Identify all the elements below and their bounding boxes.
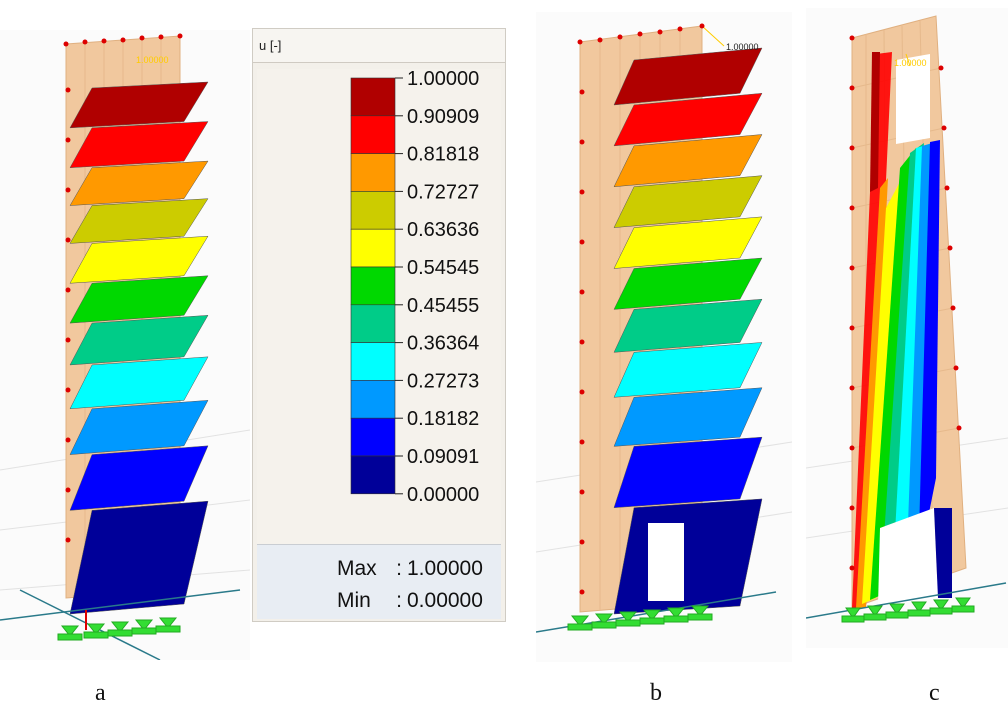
contour-band (613, 134, 763, 188)
contour-band (613, 387, 763, 447)
max-tag-b: 1.00000 (726, 42, 759, 52)
contour-band (69, 500, 209, 615)
contour-band (69, 315, 209, 366)
supports-a (57, 617, 181, 641)
model-view-a: 1.00000 (0, 30, 250, 660)
legend-level-label: 0.81818 (407, 144, 479, 166)
contour-band (613, 298, 763, 353)
max-value: 1.00000 (407, 557, 483, 580)
contour-band (69, 275, 209, 324)
legend-level-label: 0.45455 (407, 295, 479, 317)
min-value: 0.00000 (407, 589, 483, 612)
legend-title: u [-] (253, 29, 505, 63)
legend-band (350, 380, 396, 419)
legend-level-label: 0.54545 (407, 257, 479, 279)
legend-band (350, 304, 396, 343)
min-label: Min (337, 589, 371, 612)
legend-band (350, 417, 396, 457)
legend-level-label: 0.72727 (407, 181, 479, 203)
supports-b (567, 605, 713, 631)
legend-band (350, 266, 396, 306)
contour-band (69, 400, 209, 455)
legend-band (350, 228, 396, 268)
max-tag-c: 1.00000 (894, 58, 927, 68)
bottom-opening-c (878, 508, 938, 606)
contour-band (613, 47, 763, 106)
min-separator: : (396, 589, 402, 612)
legend-band (350, 342, 396, 381)
color-scale: 1.00000 0.90909 0.81818 0.72727 0.63636 0.545… (350, 68, 479, 506)
model-view-b-canvas: 1.00000 (536, 12, 792, 662)
contour-band (613, 175, 763, 228)
legend-level-label: 0.27273 (407, 370, 479, 392)
mesh-nodes-a (63, 33, 183, 543)
max-separator: : (396, 557, 402, 580)
contour-band (613, 257, 763, 310)
contour-band (613, 216, 763, 269)
model-view-c-canvas: 1.00000 (806, 8, 1008, 648)
mesh-nodes-c (849, 35, 962, 571)
contour-band (69, 81, 209, 129)
min-row: Min:0.00000 (337, 589, 483, 613)
legend-level-label: 0.90909 (407, 106, 479, 128)
contour-band (613, 436, 763, 508)
model-view-a-canvas: 1.00000 (0, 30, 250, 660)
door-opening-b (648, 523, 684, 601)
contour-band (69, 121, 209, 168)
stats-box: Max:1.00000 Min:0.00000 (257, 544, 501, 619)
contour-band (613, 93, 763, 147)
legend-body: 1.00000 0.90909 0.81818 0.72727 0.63636 0.545… (257, 68, 501, 549)
mesh-nodes-b (577, 23, 705, 595)
contour-band (69, 356, 209, 410)
legend-band (350, 153, 396, 192)
caption-c: c (929, 680, 940, 706)
model-view-c: 1.00000 (806, 8, 1008, 648)
caption-b: b (650, 680, 662, 706)
legend-level-label: 1.00000 (407, 69, 479, 90)
legend-level-label: 0.36364 (407, 333, 479, 355)
legend-band (350, 115, 396, 154)
legend-level-label: 0.63636 (407, 219, 479, 241)
contour-band (69, 445, 209, 511)
legend-level-label: 0.00000 (407, 484, 479, 506)
contour-band (613, 498, 763, 615)
window-opening-c (896, 54, 930, 144)
contour-band (69, 198, 209, 244)
legend-level-label: 0.18182 (407, 408, 479, 430)
legend-band (350, 77, 396, 117)
caption-a: a (95, 680, 106, 706)
contour-band (69, 235, 209, 284)
legend-band (350, 455, 396, 495)
contour-bands-a (69, 81, 209, 615)
max-tag-a: 1.00000 (136, 55, 169, 65)
contour-bands-b (613, 47, 763, 615)
legend-band (350, 191, 396, 230)
legend-panel: u [-] 1.00000 0.90909 0.81818 0.72727 0.6363… (252, 28, 506, 622)
model-view-b: 1.00000 (536, 12, 792, 662)
max-label: Max (337, 557, 377, 580)
contour-band (69, 160, 209, 206)
supports-c (841, 597, 975, 623)
legend-level-label: 0.09091 (407, 446, 479, 468)
contour-band (613, 342, 763, 398)
max-row: Max:1.00000 (337, 557, 483, 581)
